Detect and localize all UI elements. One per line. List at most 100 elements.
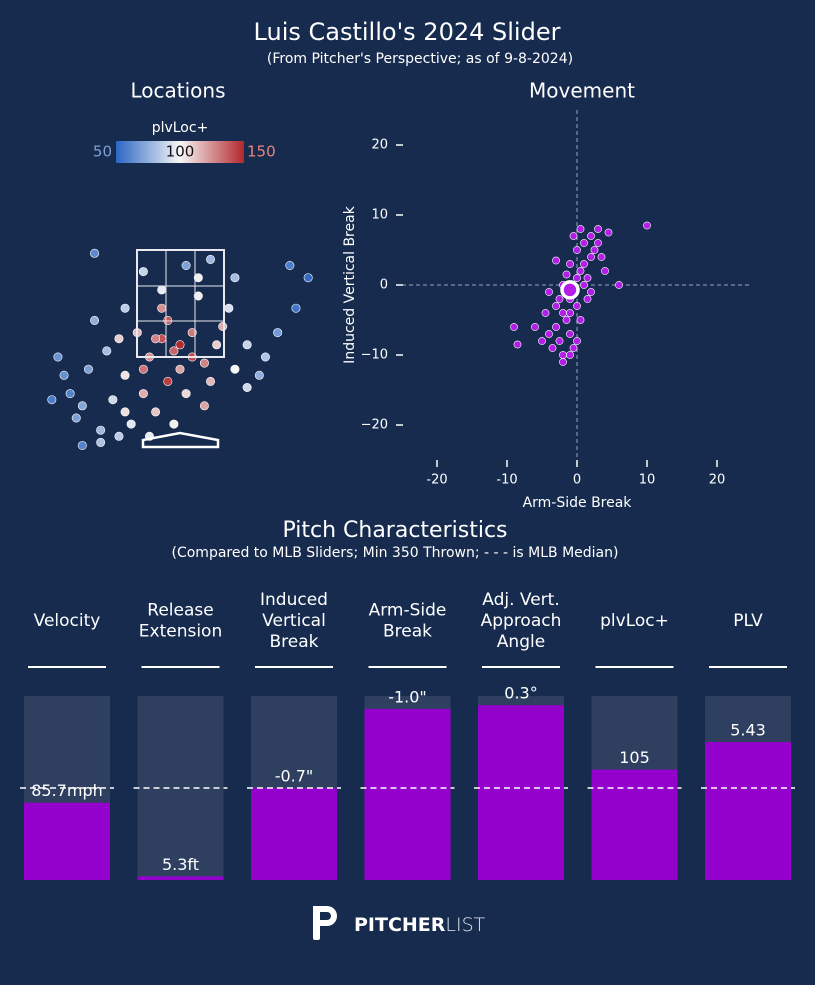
stat-label: 5.43: [730, 721, 766, 740]
pitch-location: [138, 267, 148, 277]
y-tick-label: 10: [371, 208, 388, 223]
x-tick-label: 0: [573, 473, 581, 488]
movement-point: [555, 295, 564, 303]
movement-point: [580, 260, 588, 268]
movement-point: [510, 323, 518, 331]
pitch-location: [206, 376, 216, 386]
movement-point: [559, 351, 567, 359]
movement-point: [552, 302, 560, 310]
mean-movement: [560, 280, 580, 300]
category-label: Vertical: [262, 611, 326, 631]
pitch-location: [218, 321, 228, 331]
movement-point: [559, 309, 567, 317]
pitch-location: [181, 389, 191, 399]
movement-point: [604, 228, 613, 237]
pitch-location: [53, 352, 63, 362]
logo-icon: [313, 906, 337, 940]
panel-title: Pitch Characteristics: [282, 518, 507, 543]
movement-point: [587, 253, 595, 261]
pitch-location: [59, 370, 69, 380]
pitch-location: [157, 285, 167, 295]
pitch-location: [163, 376, 173, 386]
category-label: PLV: [733, 611, 763, 631]
movement-point: [583, 295, 592, 303]
movement-point: [590, 246, 599, 254]
y-tick-label: −10: [361, 348, 388, 363]
movement-point: [643, 221, 651, 230]
category-label: Arm-Side: [369, 601, 447, 621]
logo-light: LIST: [445, 914, 485, 936]
home-plate: [141, 431, 220, 449]
pitch-location: [193, 273, 203, 283]
movement-point: [576, 316, 585, 324]
pitch-location: [108, 395, 118, 405]
pitch-location: [285, 260, 295, 270]
movement-point: [569, 344, 578, 352]
category-label: Adj. Vert.: [482, 590, 559, 610]
pitch-location: [199, 401, 209, 411]
pitch-location: [163, 315, 173, 325]
bar: [591, 769, 678, 880]
pitch-location: [151, 334, 161, 344]
y-axis-label: Induced Vertical Break: [342, 205, 358, 364]
movement-point: [531, 323, 539, 331]
movement-point: [580, 239, 588, 247]
pitch-location: [114, 334, 124, 344]
category-label: Extension: [139, 622, 222, 642]
movement-point: [580, 281, 588, 289]
pitch-location: [242, 340, 252, 350]
pitch-location: [254, 370, 264, 380]
movement-point: [576, 267, 585, 275]
x-axis-label: Arm-Side Break: [523, 495, 633, 511]
x-tick-label: -10: [496, 473, 517, 488]
colorbar-label: plvLoc+: [152, 120, 209, 136]
pitch-location: [65, 389, 75, 399]
colorbar-tick-label: 100: [166, 143, 195, 161]
pitch-location: [114, 431, 124, 441]
pitch-location: [291, 303, 301, 313]
movement-point: [559, 358, 567, 366]
bar: [251, 788, 337, 880]
pitch-location: [151, 407, 161, 417]
movement-point: [601, 267, 609, 275]
x-tick-label: 10: [639, 473, 656, 488]
category-label: Break: [270, 632, 319, 652]
pitch-location: [181, 260, 191, 270]
pitch-location: [90, 248, 100, 258]
movement-point: [597, 253, 606, 261]
movement-point: [566, 351, 574, 359]
panel-title: Locations: [130, 79, 225, 103]
category-label: Break: [383, 622, 432, 642]
stat-label: -0.7": [275, 767, 314, 786]
movement-point: [555, 337, 564, 345]
colorbar-tick-label: 150: [247, 143, 276, 161]
bar: [364, 708, 451, 880]
category-label: Velocity: [34, 611, 101, 631]
panel-title: Movement: [529, 79, 635, 103]
pitch-location: [199, 358, 209, 368]
pitch-location: [175, 340, 185, 350]
movement-point: [548, 344, 557, 352]
bar: [137, 876, 224, 880]
movement-point: [576, 225, 585, 233]
movement-point: [552, 323, 560, 331]
title: Luis Castillo's 2024 Slider: [254, 18, 561, 46]
pitch-location: [157, 303, 167, 313]
pitch-location: [303, 273, 313, 283]
x-tick-label: 20: [709, 473, 726, 488]
movement-point: [573, 274, 581, 282]
movement-point: [594, 239, 602, 247]
pitch-location: [169, 419, 179, 429]
bar: [24, 802, 110, 880]
stat-label: 5.3ft: [162, 855, 199, 874]
movement-point: [573, 246, 581, 254]
pitch-location: [260, 352, 270, 362]
category-label: Approach: [481, 611, 562, 631]
category-label: Release: [147, 601, 213, 621]
stat-label: -1.0": [388, 687, 427, 706]
logo-bold: PITCHER: [354, 914, 446, 936]
movement-point: [566, 309, 574, 317]
bar: [478, 705, 564, 880]
movement-point: [562, 270, 571, 279]
